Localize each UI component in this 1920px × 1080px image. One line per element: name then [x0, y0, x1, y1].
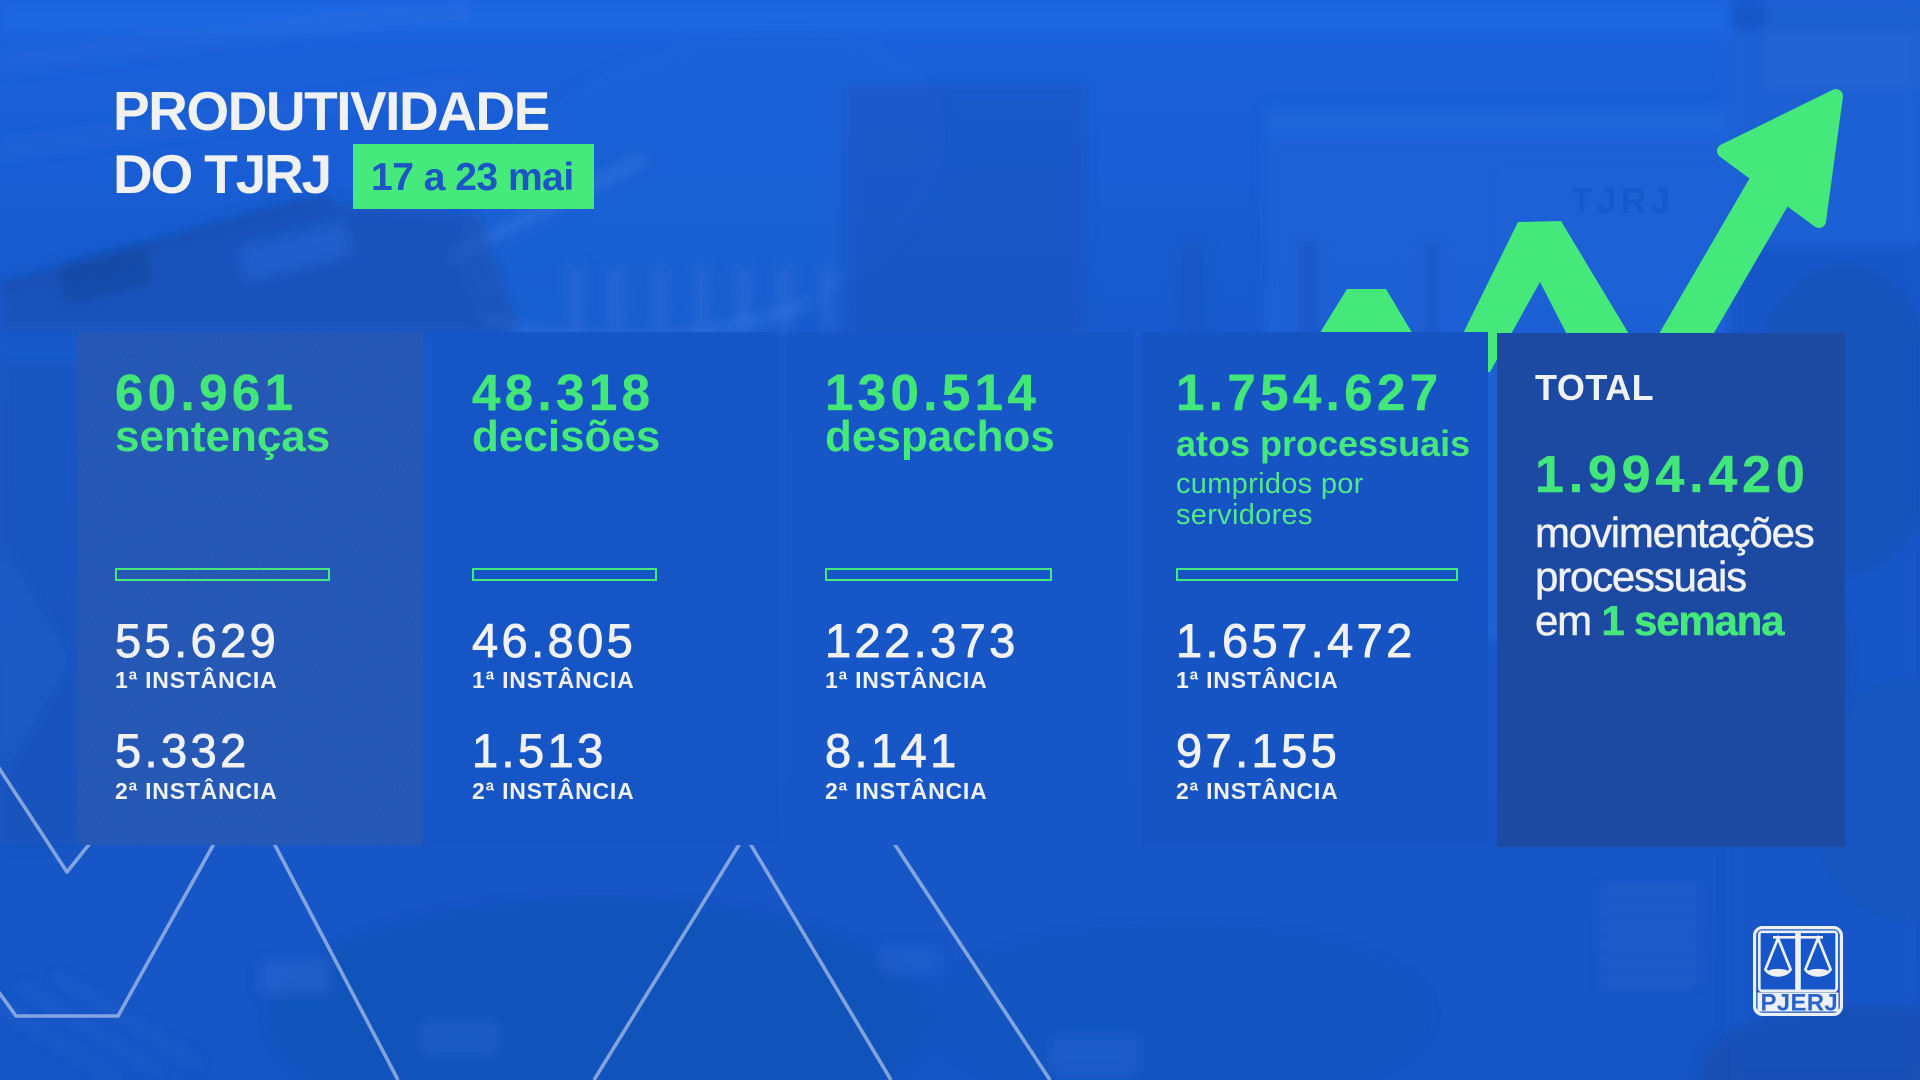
svg-text:PJERJ: PJERJ: [1761, 990, 1839, 1017]
svg-text:TJRJ: TJRJ: [1571, 182, 1675, 221]
